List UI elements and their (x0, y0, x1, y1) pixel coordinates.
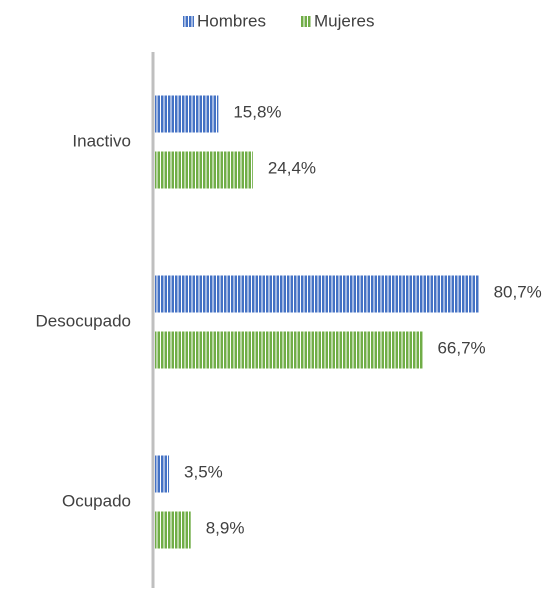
value-label: 3,5% (184, 462, 223, 481)
bar (155, 455, 170, 493)
value-label: 8,9% (206, 518, 245, 537)
bar (155, 331, 423, 369)
bar (155, 95, 219, 133)
bar (155, 511, 191, 549)
value-label: 80,7% (494, 282, 542, 301)
category-label: Desocupado (36, 311, 131, 330)
value-label: 66,7% (437, 338, 485, 357)
bar (155, 275, 479, 313)
legend-label: Hombres (197, 11, 266, 30)
legend-swatch (183, 16, 194, 27)
category-label: Ocupado (62, 491, 131, 510)
value-label: 15,8% (233, 102, 281, 121)
value-label: 24,4% (268, 158, 316, 177)
bar (155, 151, 253, 189)
legend-label: Mujeres (314, 11, 374, 30)
category-label: Inactivo (72, 131, 131, 150)
legend-swatch (300, 16, 311, 27)
